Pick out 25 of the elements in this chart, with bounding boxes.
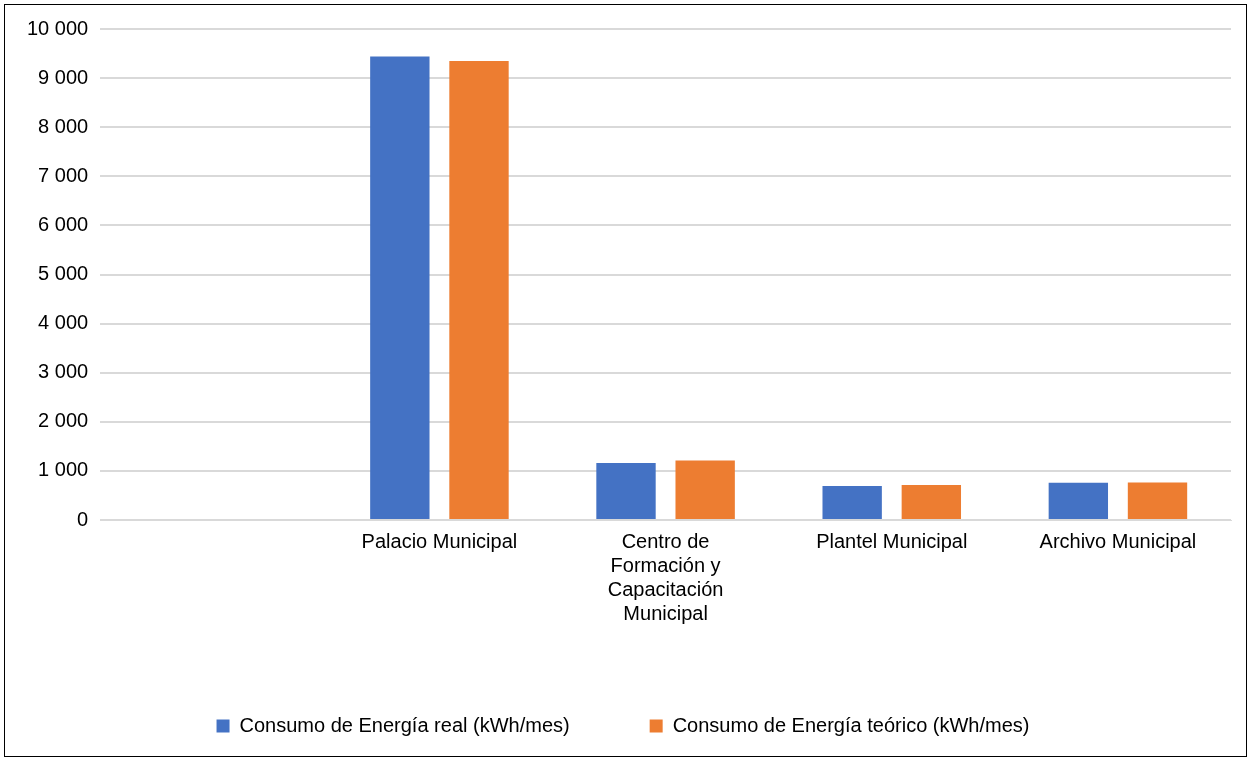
bar (370, 56, 430, 519)
bar (822, 486, 882, 519)
y-tick-label: 2 000 (38, 409, 89, 432)
x-tick-label: Plantel Municipal (816, 529, 968, 552)
y-tick-label: 9 000 (38, 65, 89, 88)
bar (1127, 482, 1188, 519)
bar (1048, 482, 1109, 519)
y-tick-label: 7 000 (38, 163, 89, 186)
legend-label: Consumo de Energía teórico (kWh/mes) (672, 713, 1030, 736)
y-tick-label: 8 000 (38, 114, 89, 137)
y-tick-label: 0 (77, 507, 89, 530)
x-tick-label: Centro de Formación y Capacitación Municipal (607, 529, 724, 624)
bar (449, 60, 509, 519)
y-tick-label: 5 000 (38, 262, 89, 285)
y-tick-label: 10 000 (27, 16, 89, 39)
x-tick-label: Palacio Municipal (361, 529, 518, 552)
y-tick-label: 1 000 (38, 458, 89, 481)
legend-label: Consumo de Energía real (kWh/mes) (239, 713, 570, 736)
bar (901, 484, 962, 519)
y-tick-label: 6 000 (38, 212, 89, 235)
bar (675, 460, 735, 519)
y-tick-label: 4 000 (38, 311, 89, 334)
bar (596, 463, 656, 519)
y-tick-label: 3 000 (38, 360, 89, 383)
x-tick-label: Archivo Municipal (1039, 529, 1197, 552)
